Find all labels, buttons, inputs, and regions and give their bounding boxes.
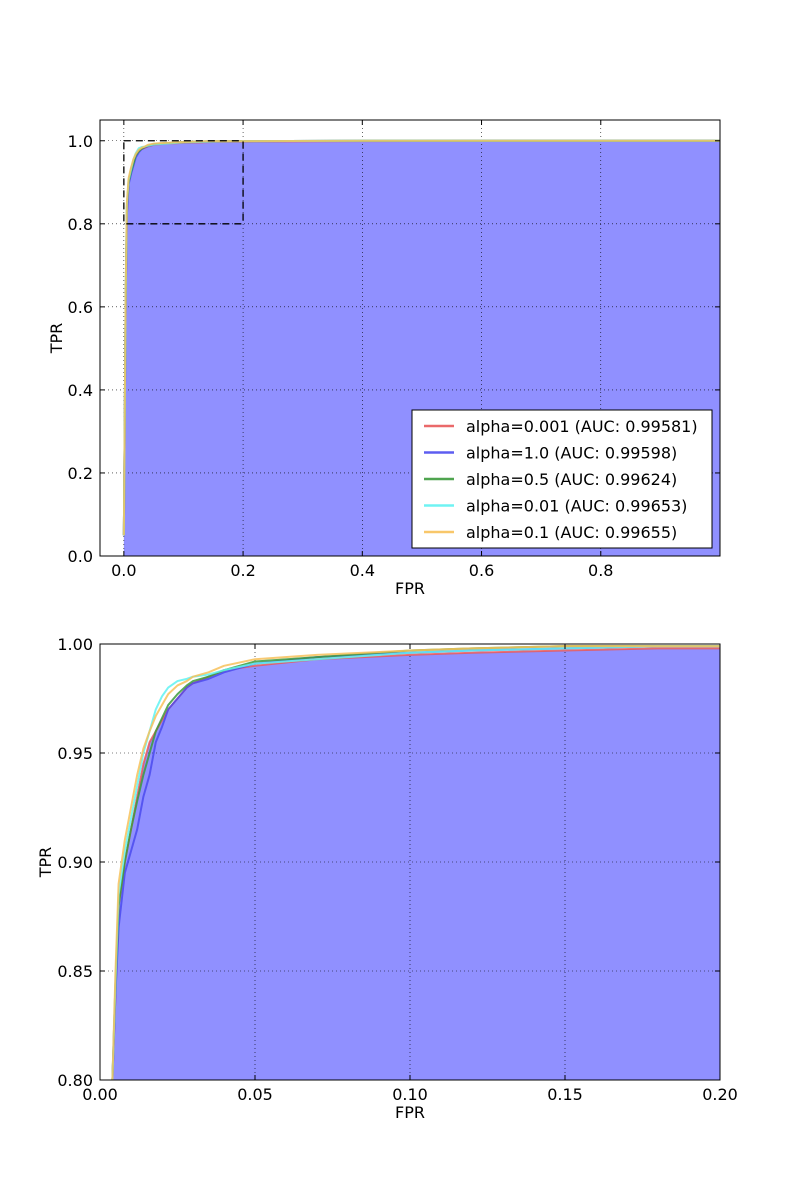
legend: alpha=0.001 (AUC: 0.99581) alpha=1.0 (AUC… (411, 409, 713, 549)
y-tick-label: 0.85 (57, 962, 93, 981)
legend-frame (411, 409, 713, 549)
x-tick-label: 0.6 (469, 561, 494, 580)
legend-label-0: alpha=0.001 (AUC: 0.99581) (466, 417, 698, 436)
legend-label-1: alpha=1.0 (AUC: 0.99598) (466, 444, 677, 463)
x-tick-label: 0.8 (588, 561, 613, 580)
roc-plot-zoomed: 0.00 0.05 0.10 0.15 0.20 0.80 0.85 0.90 0.95 1.00… (36, 635, 738, 1122)
y-tick-label: 1.00 (57, 635, 93, 654)
y-tick-label: 0.4 (68, 381, 93, 400)
legend-label-3: alpha=0.01 (AUC: 0.99653) (466, 497, 687, 516)
x-tick-label: 0.2 (230, 561, 255, 580)
legend-label-4: alpha=0.1 (AUC: 0.99655) (466, 523, 677, 542)
x-axis-label: FPR (395, 1103, 425, 1122)
y-tick-label: 0.0 (68, 547, 93, 566)
zoom-region-box (123, 140, 244, 225)
series-line-4 (122, 139, 720, 536)
x-tick-label: 0.20 (702, 1085, 738, 1104)
x-tick-label: 0.0 (111, 561, 136, 580)
y-tick-label: 0.95 (57, 744, 93, 763)
y-tick-label: 0.2 (68, 464, 93, 483)
y-axis-label: TPR (36, 847, 55, 879)
x-tick-label: 0.05 (237, 1085, 273, 1104)
x-tick-label: 0.4 (350, 561, 375, 580)
series-line-4 (111, 645, 720, 1080)
roc-plot-full: 0.0 0.2 0.4 0.6 0.8 0.0 0.2 0.4 0.6 0.8 1.0 FPR TP… (47, 119, 721, 598)
y-tick-label: 1.0 (68, 132, 93, 151)
x-axis-label: FPR (395, 579, 425, 598)
x-tick-label: 0.15 (547, 1085, 583, 1104)
y-tick-label: 0.6 (68, 298, 93, 317)
x-tick-label: 0.00 (82, 1085, 118, 1104)
y-tick-label: 0.80 (57, 1071, 93, 1090)
y-tick-label: 0.8 (68, 215, 93, 234)
series-line-3 (111, 645, 720, 1080)
auc-fill-area (112, 648, 720, 1080)
legend-label-2: alpha=0.5 (AUC: 0.99624) (466, 470, 677, 489)
y-tick-label: 0.90 (57, 853, 93, 872)
plot-frame (99, 119, 721, 557)
y-axis-label: TPR (47, 323, 66, 355)
x-tick-label: 0.10 (392, 1085, 428, 1104)
